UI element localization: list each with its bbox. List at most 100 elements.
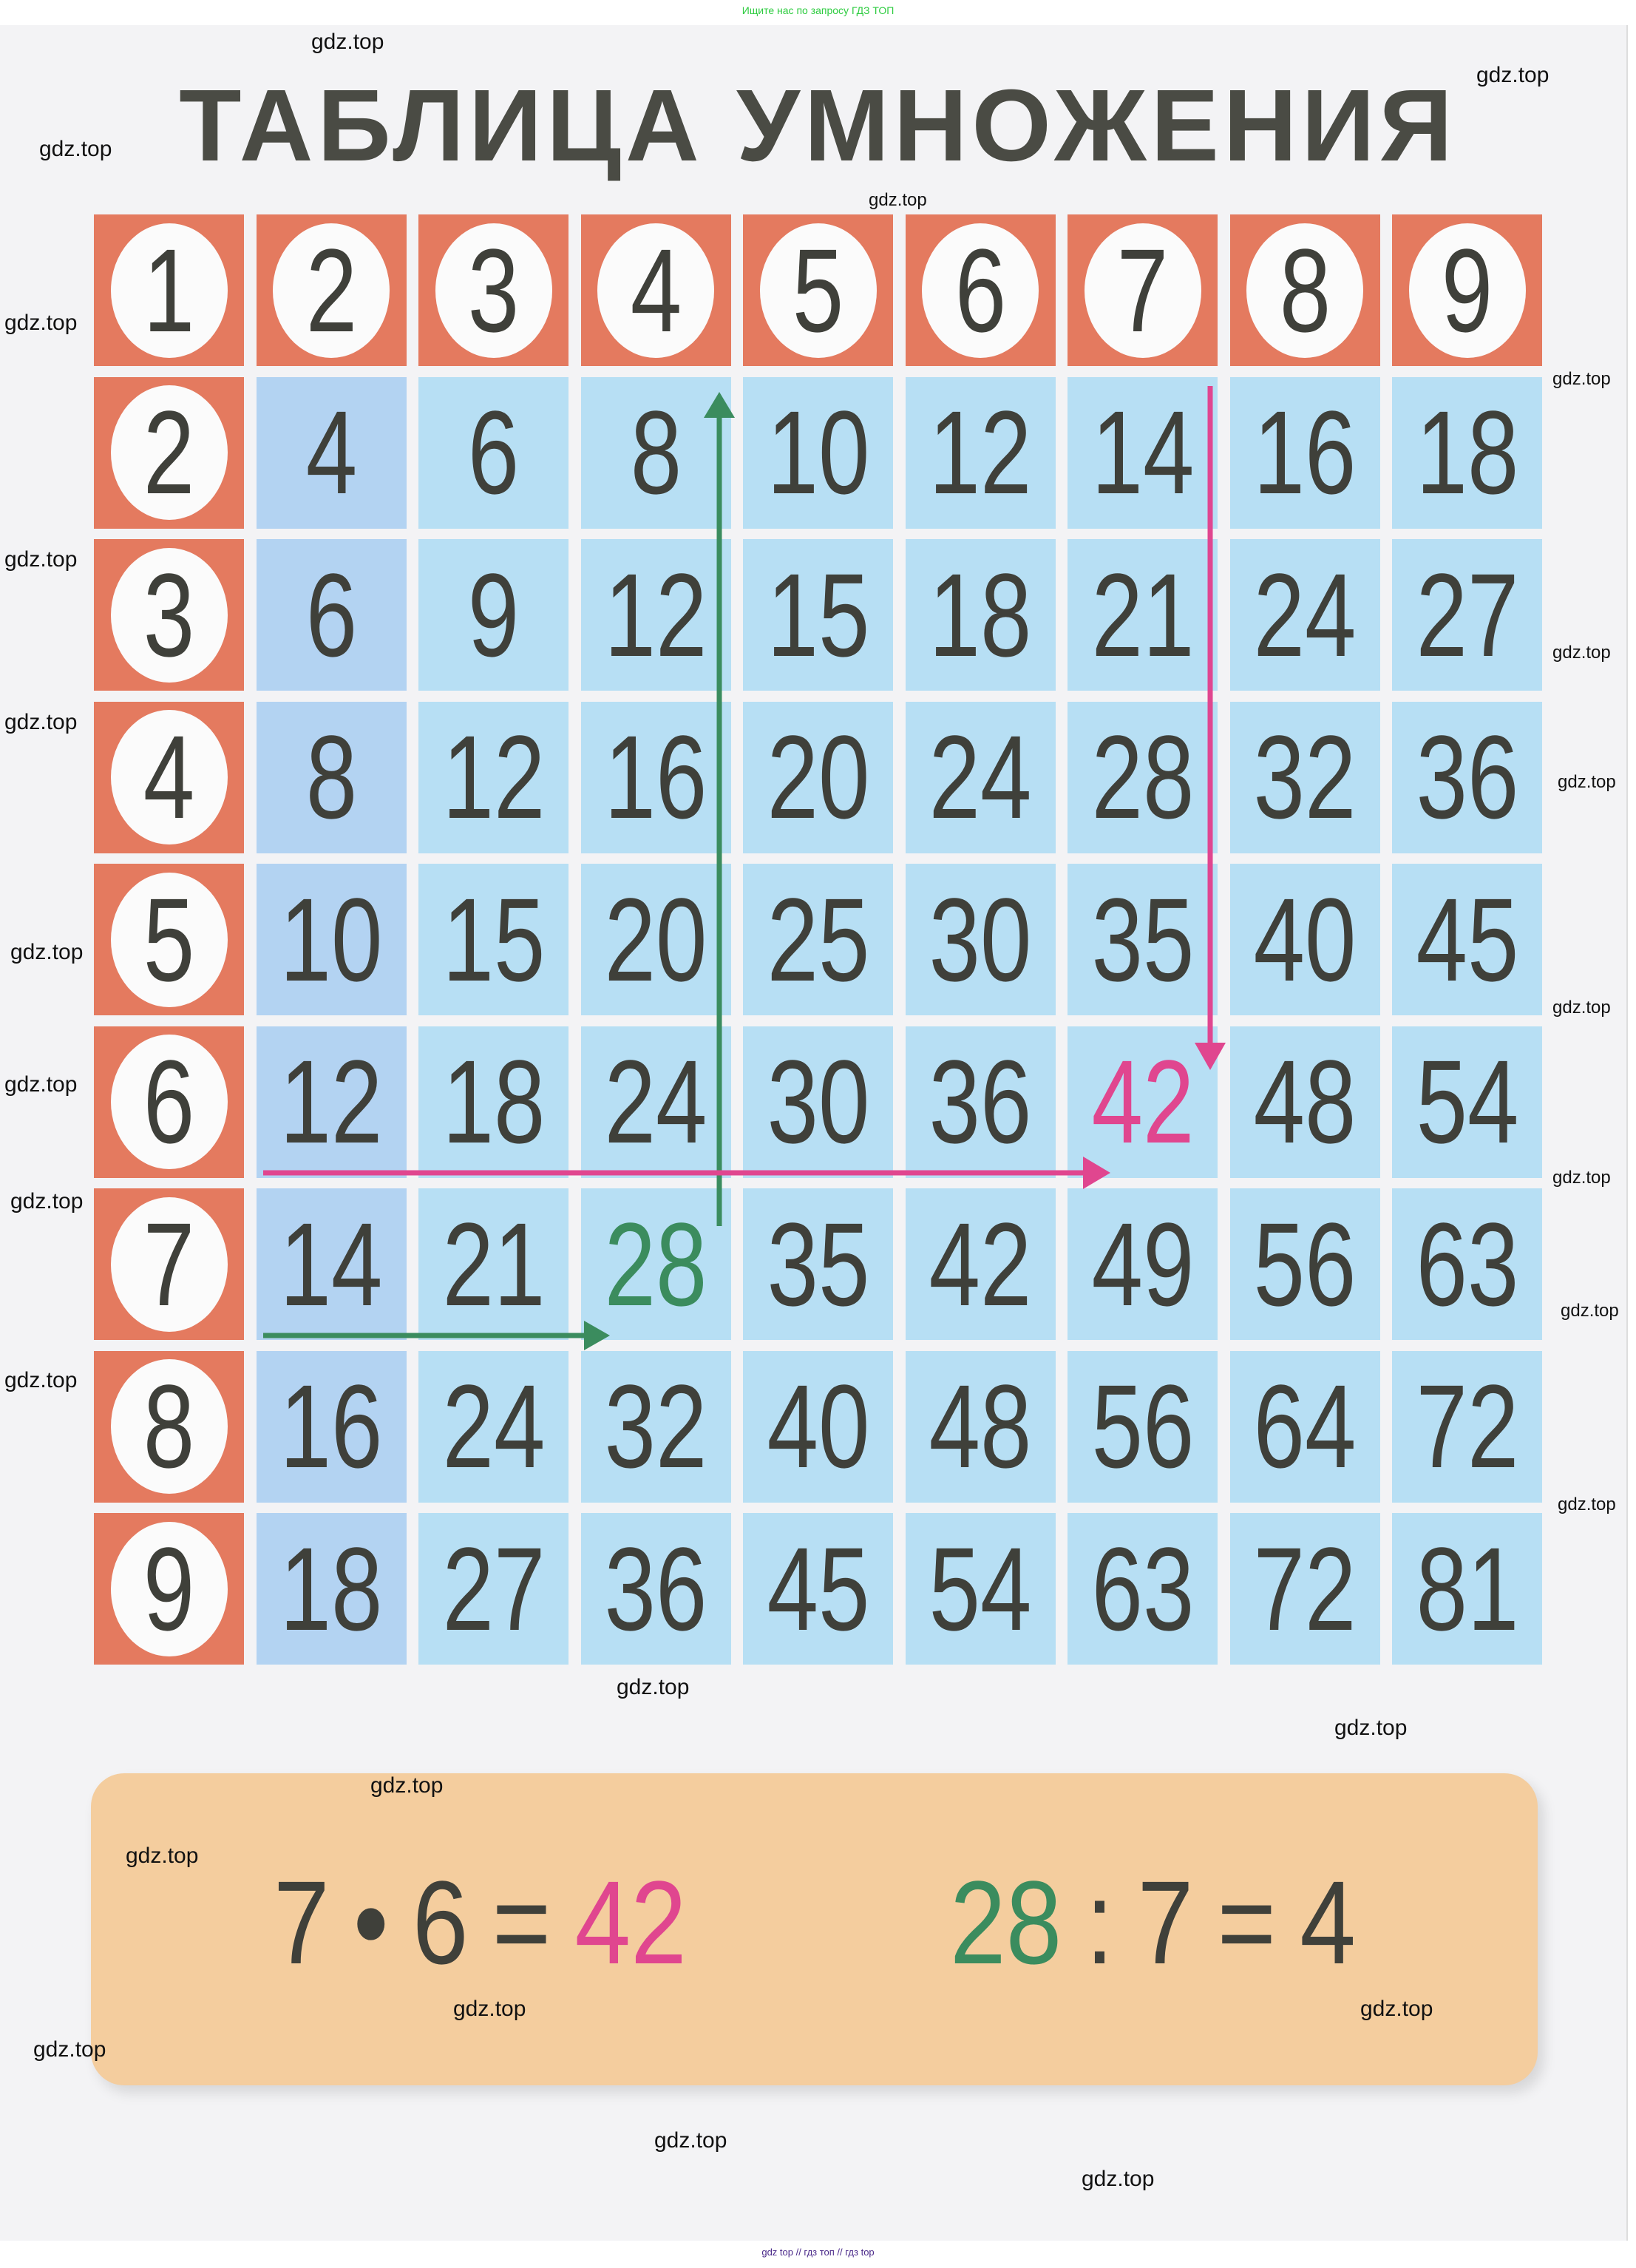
top-search-note: Ищите нас по запросу ГДЗ ТОП — [741, 4, 895, 16]
product-cell: 16 — [580, 701, 731, 853]
product-cell: 8 — [580, 376, 731, 529]
header-cell: 4 — [94, 701, 244, 853]
watermark: gdz.top — [10, 940, 84, 964]
quotient-result: 4 — [1300, 1856, 1356, 1988]
watermark: gdz.top — [1360, 1997, 1433, 2021]
cell-number: 6 — [954, 223, 1006, 356]
cell-number: 35 — [767, 1197, 869, 1330]
watermark: gdz.top — [617, 1675, 690, 1699]
watermark: gdz.top — [1476, 63, 1550, 87]
product-cell: 15 — [418, 864, 568, 1015]
cell-number: 45 — [1416, 873, 1518, 1006]
cell-number: 9 — [467, 548, 520, 681]
product-cell: 56 — [1229, 1188, 1380, 1340]
product-cell: 32 — [1229, 701, 1380, 853]
number-circle: 8 — [1246, 223, 1363, 358]
header-cell: 9 — [1392, 214, 1542, 366]
number-circle: 1 — [110, 223, 228, 358]
example-equations-panel — [91, 1773, 1538, 2085]
cell-number: 81 — [1416, 1522, 1518, 1655]
cell-number: 30 — [929, 873, 1032, 1006]
cell-number: 8 — [143, 1360, 195, 1492]
cell-number: 54 — [929, 1522, 1032, 1655]
product-cell: 12 — [905, 376, 1056, 529]
product-cell: 48 — [1229, 1026, 1380, 1178]
product-cell: 12 — [418, 701, 568, 853]
number-circle: 4 — [110, 710, 228, 844]
header-cell: 6 — [905, 214, 1056, 366]
header-cell: 6 — [94, 1026, 244, 1178]
cell-number: 7 — [1116, 223, 1169, 356]
cell-number: 36 — [604, 1522, 707, 1655]
cell-number: 40 — [767, 1360, 869, 1492]
cell-number: 45 — [767, 1522, 869, 1655]
watermark: gdz.top — [1561, 1301, 1619, 1321]
top-bar — [0, 0, 1636, 25]
product-cell: 14 — [256, 1188, 407, 1340]
product-cell: 40 — [1229, 864, 1380, 1015]
cell-number: 16 — [604, 711, 707, 843]
cell-number: 1 — [143, 223, 195, 356]
product-cell: 45 — [1392, 864, 1542, 1015]
number-circle: 9 — [110, 1521, 228, 1656]
cell-number: 48 — [1253, 1035, 1357, 1168]
cell-number: 36 — [1416, 711, 1518, 843]
cell-number: 9 — [143, 1522, 195, 1655]
product-cell: 63 — [1068, 1513, 1218, 1665]
cell-number: 18 — [279, 1522, 383, 1655]
operand: 6 — [412, 1856, 469, 1988]
product-cell: 64 — [1229, 1350, 1380, 1503]
cell-number: 6 — [467, 386, 520, 518]
pink-vertical-arrow — [1195, 386, 1226, 1070]
cell-number: 20 — [767, 711, 869, 843]
product-cell: 9 — [418, 539, 568, 691]
cell-number: 4 — [630, 223, 682, 356]
cell-number: 40 — [1253, 873, 1357, 1006]
cell-number: 18 — [442, 1035, 545, 1168]
cell-number: 15 — [442, 873, 545, 1006]
product-cell: 72 — [1229, 1513, 1380, 1665]
cell-number: 63 — [1091, 1522, 1194, 1655]
cell-number: 12 — [604, 548, 707, 681]
cell-number: 72 — [1253, 1522, 1357, 1655]
watermark: gdz.top — [1082, 2167, 1155, 2191]
product-cell: 16 — [1229, 376, 1380, 529]
product-cell: 24 — [1229, 539, 1380, 691]
header-cell: 1 — [94, 214, 244, 366]
header-cell: 8 — [94, 1350, 244, 1503]
header-cell: 3 — [418, 214, 568, 366]
watermark: gdz.top — [1552, 1168, 1611, 1188]
header-cell: 2 — [94, 376, 244, 529]
product-cell: 14 — [1068, 376, 1218, 529]
cell-number: 72 — [1416, 1360, 1518, 1492]
product-cell: 35 — [743, 1188, 893, 1340]
watermark: gdz.top — [126, 1844, 199, 1868]
product-cell: 42 — [905, 1188, 1056, 1340]
product-cell: 6 — [256, 539, 407, 691]
cell-number: 20 — [604, 873, 707, 1006]
product-cell: 72 — [1392, 1350, 1542, 1503]
cell-number: 15 — [767, 548, 869, 681]
product-cell: 25 — [743, 864, 893, 1015]
number-circle: 5 — [110, 872, 228, 1007]
cell-number: 18 — [929, 548, 1032, 681]
product-cell: 36 — [1392, 701, 1542, 853]
cell-number: 63 — [1416, 1197, 1518, 1330]
product-cell: 36 — [905, 1026, 1056, 1178]
header-cell: 5 — [94, 864, 244, 1015]
cell-number: 7 — [143, 1197, 195, 1330]
division-equation: 28:7 = 4 — [950, 1864, 1379, 1982]
green-vertical-arrow — [704, 392, 735, 1226]
cell-number: 5 — [143, 873, 195, 1006]
watermark: gdz.top — [39, 137, 112, 161]
cell-number: 35 — [1091, 873, 1194, 1006]
watermark: gdz.top — [4, 311, 78, 335]
watermark: gdz.top — [311, 30, 384, 54]
product-cell: 4 — [256, 376, 407, 529]
number-circle: 6 — [110, 1035, 228, 1169]
product-cell: 81 — [1392, 1513, 1542, 1665]
cell-number: 42 — [1091, 1035, 1194, 1168]
green-horizontal-arrow — [263, 1321, 610, 1350]
cell-number: 30 — [767, 1035, 869, 1168]
